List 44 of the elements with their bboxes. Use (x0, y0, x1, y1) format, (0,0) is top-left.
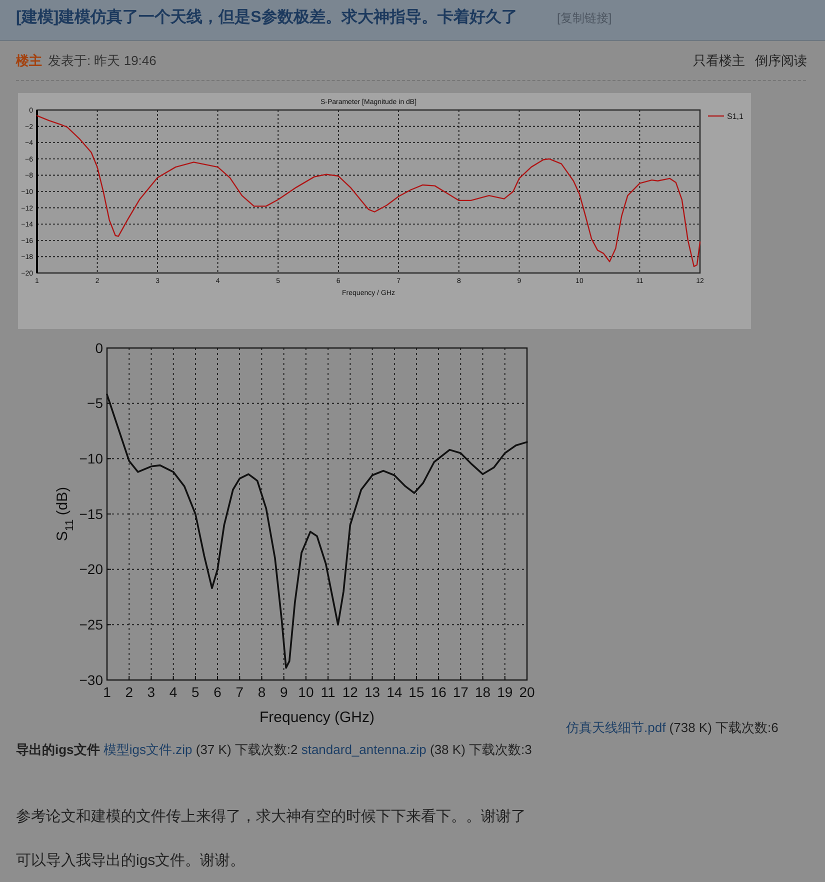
text: 模型igs文件.zip (103, 742, 194, 757)
text: 可以导入我导出的igs文件。谢谢。 (16, 852, 246, 869)
x-tick-label: 4 (169, 684, 178, 700)
x-tick-label: 10 (298, 684, 314, 700)
text: (738 K) 下载次数:6 (669, 720, 778, 735)
text: standard_antenna.zip (301, 742, 428, 757)
text: 楼主 (16, 52, 42, 70)
x-tick-label: 8 (258, 684, 266, 700)
y-tick-label: −30 (79, 672, 104, 688)
legend-label: S1,1 (727, 112, 744, 121)
y-tick-label: −15 (79, 506, 104, 522)
x-tick-label: 9 (280, 684, 288, 700)
y-tick-label: −5 (87, 395, 104, 412)
x-tick-label: 1 (103, 684, 112, 700)
x-tick-label: 2 (125, 684, 134, 700)
text: 导出的igs文件 (16, 742, 101, 757)
x-tick-label: 18 (475, 684, 491, 700)
text: [建模]建模仿真了一个天线，但是S参数极差。求大神指导。卡着好久了 (16, 7, 518, 28)
x-tick-label: 6 (214, 684, 222, 700)
x-tick-label: 12 (342, 684, 358, 700)
x-axis-title: Frequency (GHz) (259, 709, 375, 726)
text: 参考论文和建模的文件传上来得了，求大神有空的时候下下来看下。。谢谢了 (16, 808, 526, 825)
y-tick-label: −25 (79, 616, 104, 633)
y-tick-label: 0 (95, 340, 104, 356)
x-tick-label: 15 (408, 684, 424, 700)
y-tick-label: −20 (79, 561, 104, 578)
line-series (36, 115, 701, 268)
text: 仿真天线细节.pdf (566, 720, 667, 735)
text: 只看楼主 (693, 52, 745, 70)
text: (37 K) 下载次数:2 (196, 742, 299, 757)
text: 发表于: 昨天 19:46 (48, 52, 156, 70)
x-tick-label: 16 (430, 684, 447, 700)
x-tick-label: 11 (320, 684, 336, 700)
text: 倒序阅读 (755, 52, 807, 70)
x-tick-label: 13 (364, 684, 380, 700)
x-tick-label: 14 (386, 684, 402, 700)
x-tick-label: 19 (497, 684, 513, 700)
y-tick-label: −10 (79, 450, 104, 467)
x-tick-label: 7 (236, 684, 244, 700)
x-tick-label: 20 (519, 684, 535, 700)
x-tick-label: 3 (147, 684, 156, 700)
x-tick-label: 17 (452, 684, 469, 700)
text: (38 K) 下载次数:3 (430, 742, 532, 757)
x-tick-label: 5 (192, 684, 200, 700)
